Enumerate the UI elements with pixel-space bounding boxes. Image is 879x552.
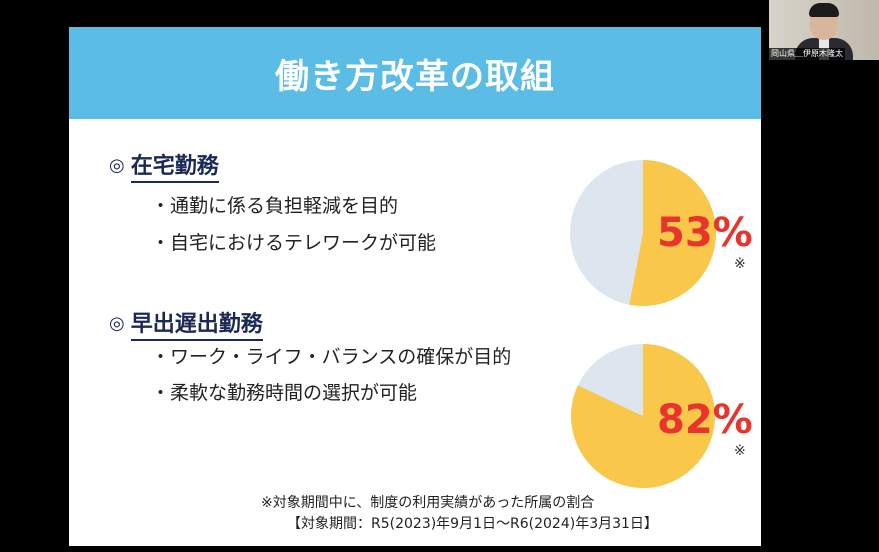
asterisk-note: ※ [734, 443, 746, 459]
participant-video-tile[interactable]: 岡山県＿伊原木隆太 [769, 0, 879, 60]
section-heading-text: 早出遅出勤務 [130, 306, 263, 341]
person-hair [809, 3, 839, 17]
slide-title: 働き方改革の取組 [275, 56, 555, 97]
footnote-period: 【対象期間：R5(2023)年9月1日～R6(2024)年3月31日】 [287, 516, 658, 532]
bullet-item: ・通勤に係る負担軽減を目的 [151, 195, 399, 217]
percent-label: 53% [657, 210, 753, 256]
percent-label: 82% [657, 397, 753, 443]
double-circle-icon: ◎ [109, 313, 125, 334]
title-banner: 働き方改革の取組 [69, 27, 761, 119]
bullet-item: ・自宅におけるテレワークが可能 [151, 232, 437, 254]
section-heading-telework: ◎ 在宅勤務 [109, 148, 219, 183]
pie-slice-filled [571, 344, 715, 488]
participant-name-label: 岡山県＿伊原木隆太 [769, 48, 845, 60]
asterisk-note: ※ [734, 256, 746, 272]
section-heading-text: 在宅勤務 [130, 148, 219, 183]
double-circle-icon: ◎ [109, 155, 125, 176]
pie-chart-telework [570, 160, 716, 306]
section-heading-flextime: ◎ 早出遅出勤務 [109, 306, 263, 341]
presentation-slide: 働き方改革の取組 ◎ 在宅勤務 ・通勤に係る負担軽減を目的 ・自宅におけるテレワ… [69, 27, 761, 546]
footnote-definition: ※対象期間中に、制度の利用実績があった所属の割合 [261, 495, 595, 511]
bullet-item: ・柔軟な勤務時間の選択が可能 [151, 382, 418, 404]
pie-slice-filled [629, 160, 716, 306]
bullet-item: ・ワーク・ライフ・バランスの確保が目的 [151, 346, 512, 368]
pie-chart-flextime [571, 344, 715, 488]
